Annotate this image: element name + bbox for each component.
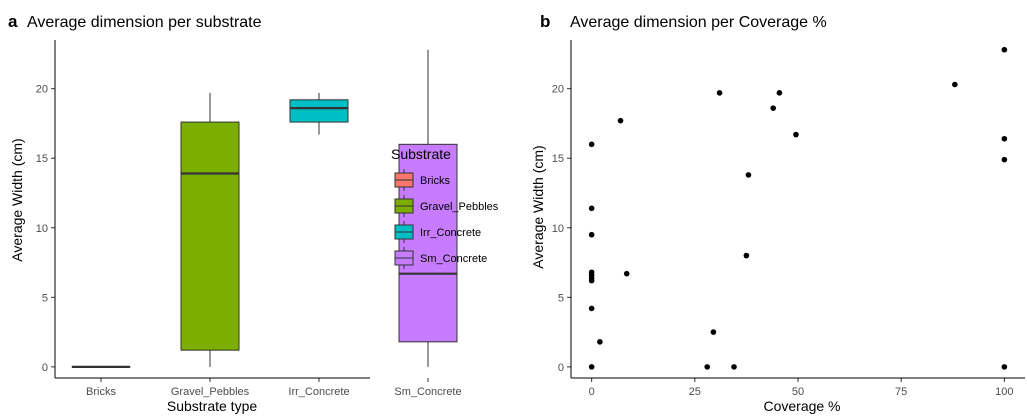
panel-b-x-tick-label: 25 xyxy=(689,386,701,398)
panel-b-x-tick-label: 100 xyxy=(995,386,1013,398)
scatter-point xyxy=(731,364,737,370)
panel-b-x-tick-label: 75 xyxy=(895,386,907,398)
panel-a-y-axis-title: Average Width (cm) xyxy=(9,138,25,261)
scatter-point xyxy=(597,339,603,345)
scatter-point xyxy=(1001,364,1008,370)
scatter-point xyxy=(793,131,799,138)
scatter-point xyxy=(617,117,624,124)
scatter-point xyxy=(743,252,750,259)
scatter-point xyxy=(1001,156,1008,163)
legend-items: Bricks Gravel_Pebbles Irr_Concrete Sm_Concr… xyxy=(394,169,499,269)
legend-label: Irr_Concrete xyxy=(420,227,481,239)
panel-b-x-axis: 0 25 50 75 100 xyxy=(589,378,1014,398)
scatter-point xyxy=(588,231,595,238)
panel-b-y-tick-label: 0 xyxy=(558,362,564,374)
panel-a-y-tick-label: 0 xyxy=(42,362,48,374)
box-body xyxy=(289,99,349,123)
scatter-point xyxy=(704,364,710,370)
panel-a: a Average dimension per substrate 0 5 10 15… xyxy=(8,12,462,414)
scatter-point xyxy=(710,329,717,335)
legend-title: Substrate xyxy=(391,146,451,162)
panel-b-x-tick-label: 50 xyxy=(792,386,804,398)
box-irr-concrete xyxy=(289,92,349,135)
legend: Substrate Bricks Gravel_Pebbles Irr_Concre… xyxy=(391,146,499,269)
panel-b-y-tick-label: 20 xyxy=(552,84,564,96)
panel-b-title: Average dimension per Coverage % xyxy=(570,14,827,31)
panel-a-letter: a xyxy=(8,12,18,31)
scatter-point xyxy=(588,305,595,312)
panel-a-y-axis: 0 5 10 15 20 xyxy=(36,84,55,374)
scatter-point xyxy=(588,141,595,148)
legend-item-sm-concrete: Sm_Concrete xyxy=(394,247,487,269)
scatter-point xyxy=(623,270,630,277)
panel-a-x-tick-label: Irr_Concrete xyxy=(288,386,349,398)
panel-a-y-tick-label: 20 xyxy=(36,84,48,96)
panel-b-y-tick-label: 15 xyxy=(552,153,564,165)
legend-label: Bricks xyxy=(420,175,450,187)
legend-label: Sm_Concrete xyxy=(420,253,487,265)
scatter-point xyxy=(952,81,958,88)
scatter-point xyxy=(1001,46,1008,53)
panel-a-y-tick-label: 5 xyxy=(42,292,48,304)
panel-b-y-tick-label: 5 xyxy=(558,292,564,304)
legend-item-gravel-pebbles: Gravel_Pebbles xyxy=(394,195,499,217)
panel-a-title: Average dimension per substrate xyxy=(27,14,262,31)
panel-b-y-axis: 0 5 10 15 20 xyxy=(552,84,571,374)
panel-b-points xyxy=(588,46,1008,370)
panel-b-y-axis-title: Average Width (cm) xyxy=(530,145,546,268)
scatter-point xyxy=(588,364,595,370)
scatter-point xyxy=(588,277,595,284)
panel-a-x-tick-label: Sm_Concrete xyxy=(394,386,461,398)
panel-a-x-axis-title: Substrate type xyxy=(167,398,257,414)
legend-label: Gravel_Pebbles xyxy=(420,201,499,213)
box-gravel-pebbles xyxy=(180,92,240,367)
scatter-point xyxy=(588,205,595,212)
panel-b-x-axis-title: Coverage % xyxy=(763,398,840,414)
scatter-point xyxy=(776,90,783,96)
panel-a-x-tick-label: Bricks xyxy=(86,386,116,398)
scatter-point xyxy=(745,172,752,178)
panel-a-y-tick-label: 15 xyxy=(36,153,48,165)
box-body xyxy=(180,121,240,351)
panel-a-y-tick-label: 10 xyxy=(36,223,48,235)
panel-a-x-axis: Bricks Gravel_Pebbles Irr_Concrete Sm_Concr… xyxy=(86,378,462,398)
scatter-point xyxy=(716,90,723,96)
panel-b: b Average dimension per Coverage % 0 5 10 1… xyxy=(530,12,1025,414)
legend-item-bricks: Bricks xyxy=(394,169,450,191)
panel-b-x-tick-label: 0 xyxy=(589,386,595,398)
legend-item-irr-concrete: Irr_Concrete xyxy=(394,221,481,243)
scatter-point xyxy=(1001,135,1008,142)
panel-a-x-tick-label: Gravel_Pebbles xyxy=(171,386,250,398)
panel-b-y-tick-label: 10 xyxy=(552,223,564,235)
scatter-point xyxy=(770,105,777,111)
panel-b-letter: b xyxy=(540,12,550,31)
